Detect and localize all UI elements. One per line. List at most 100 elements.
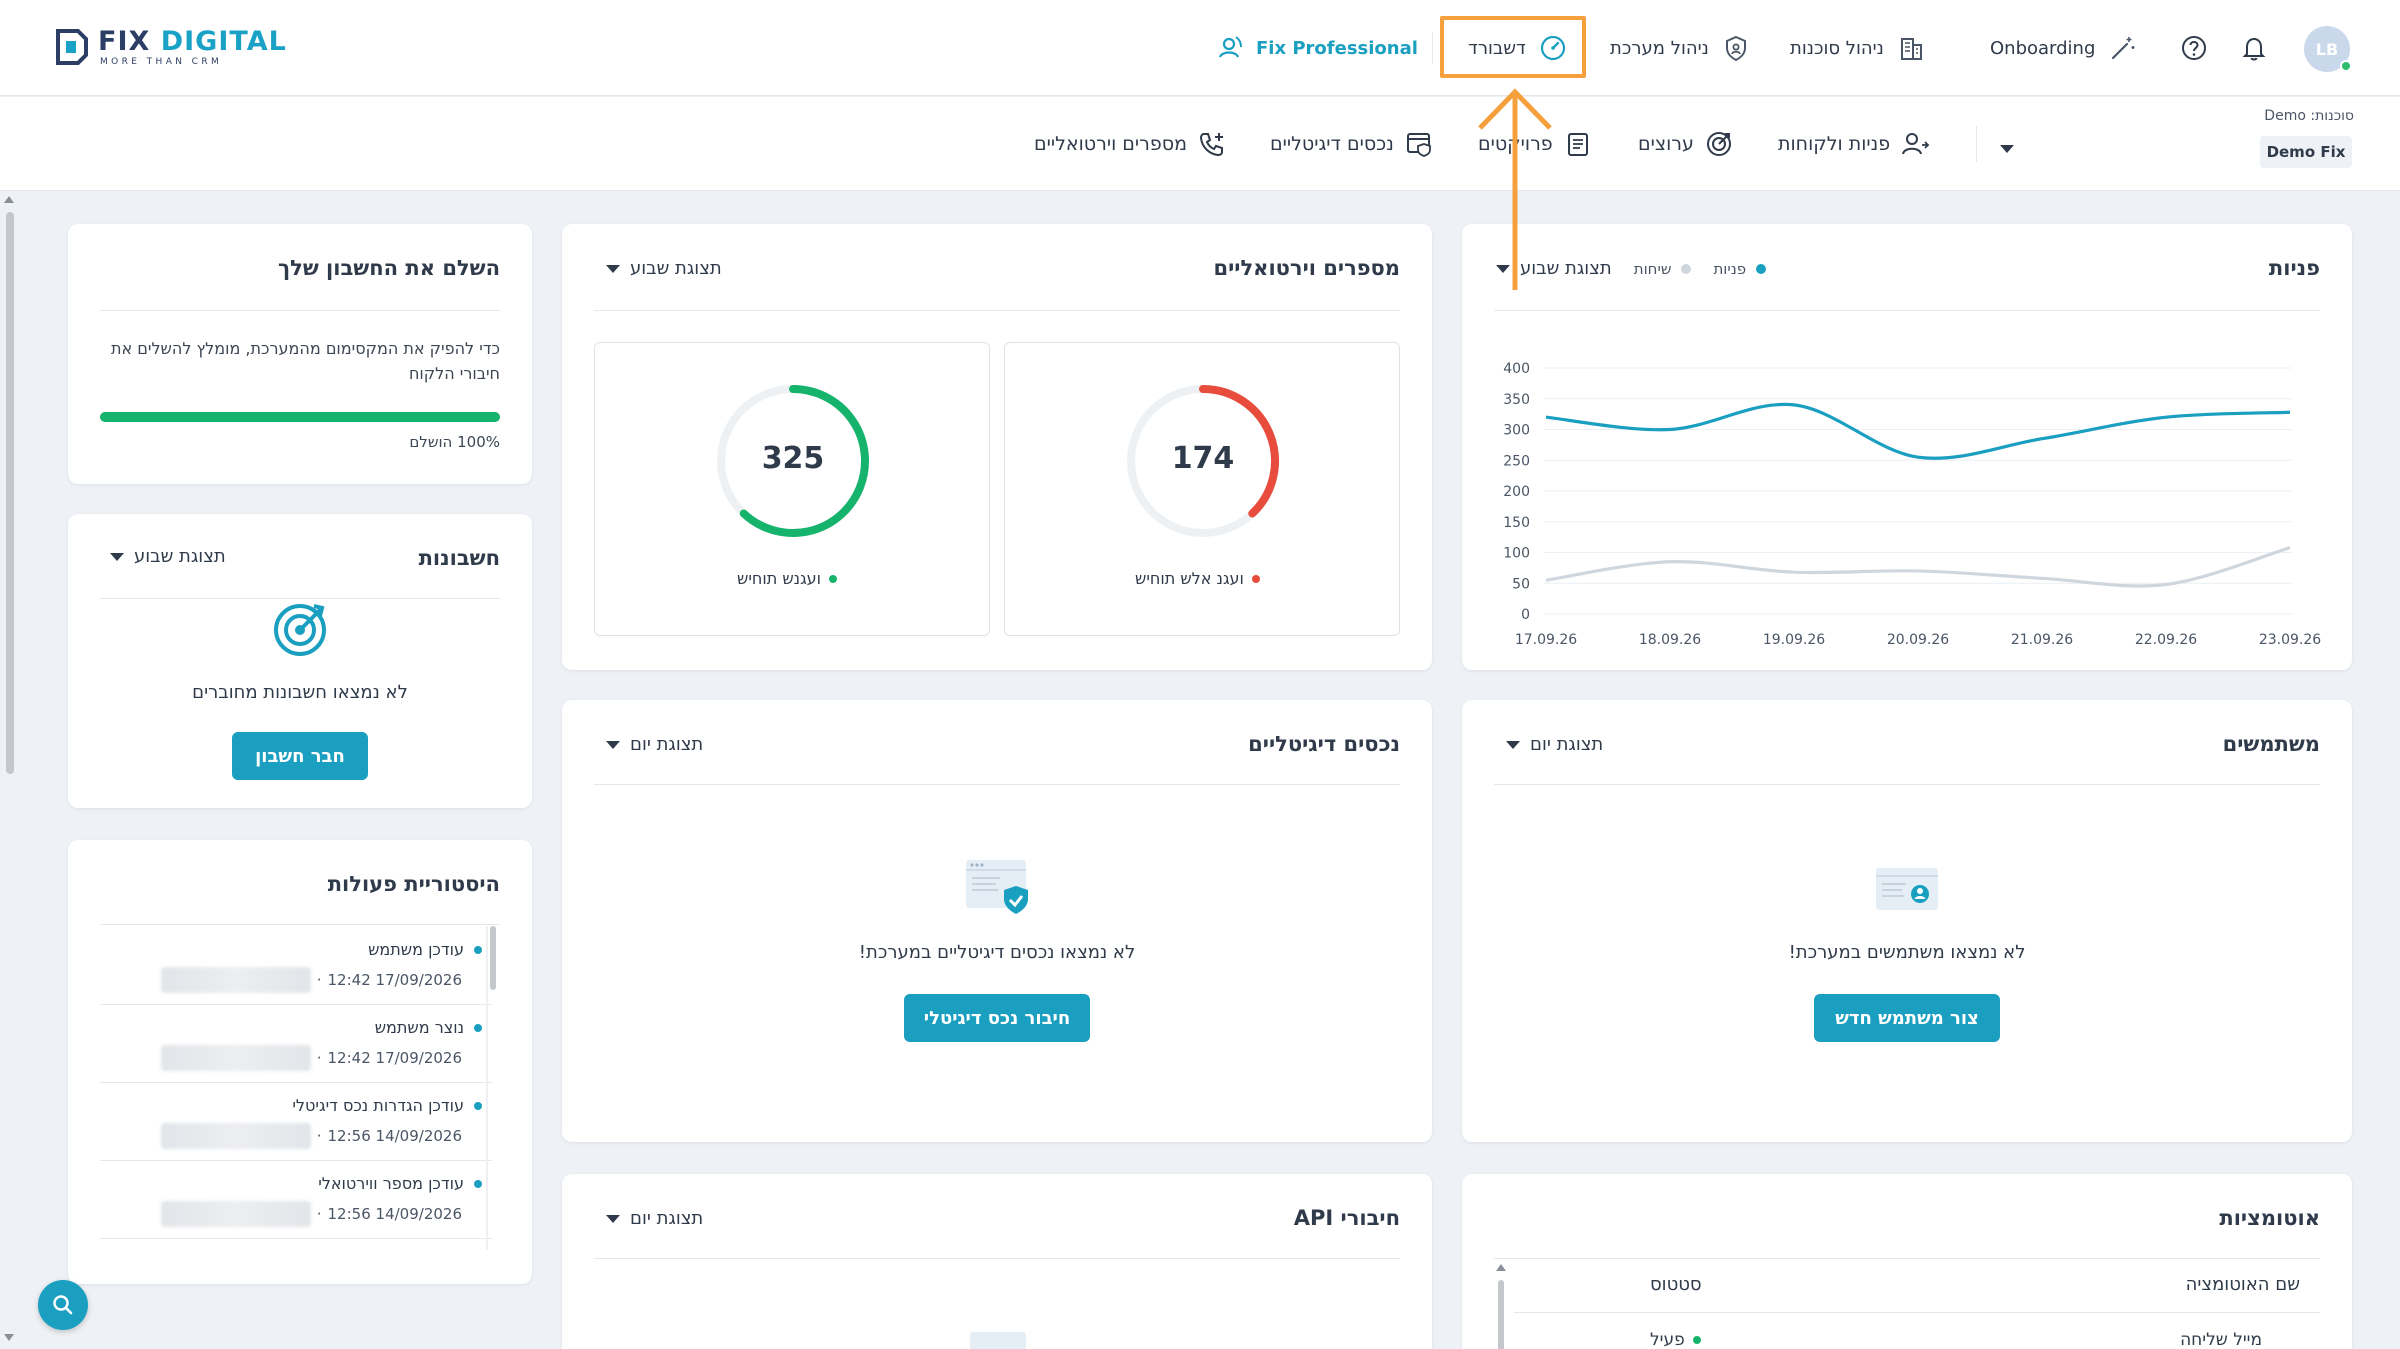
subnav-channels[interactable]: ערוצים [1638, 126, 1734, 162]
api-connections-title: חיבורי API [1293, 1206, 1400, 1230]
answered-calls-ring [717, 385, 869, 537]
history-item-user-redacted [160, 1201, 311, 1227]
history-item-user-redacted [160, 1045, 311, 1071]
answered-calls-label: ועגנש תוחיש [737, 569, 822, 588]
digital-assets-empty-text: לא נמצאו נכסים דיגיטליים במערכת! [858, 942, 1136, 963]
complete-account-card: השלם את החשבון שלך כדי להפיק את המקסימום… [68, 224, 532, 484]
api-connections-card: חיבורי API תצוגת יום [562, 1174, 1432, 1349]
automations-divider [1494, 1258, 2320, 1259]
accounts-title: חשבונות [418, 546, 500, 570]
subnav-digital-assets[interactable]: נכסים דיגיטליים [1270, 126, 1434, 162]
user-card-icon [1876, 868, 1938, 910]
inquiries-title: פניות [2268, 256, 2320, 280]
chevron-down-icon [606, 1214, 620, 1223]
browser-shield-icon [1406, 133, 1431, 157]
inquiries-view-label: תצוגת שבוע [1520, 258, 1612, 279]
subnav-virtual-numbers[interactable]: מספרים וירטואליים [1034, 126, 1227, 162]
subnav-inquiries-customers[interactable]: פניות ולקוחות [1778, 126, 1930, 162]
history-row-divider [100, 1160, 492, 1161]
legend-calls-label: שיחות [1633, 259, 1672, 278]
digital-assets-view-select[interactable]: תצוגת יום [606, 734, 703, 755]
secondary-nav [0, 97, 2400, 191]
answered-calls-value: 325 [761, 441, 825, 476]
chart-y-tick-label: 50 [1512, 576, 1530, 592]
online-status-dot [2340, 60, 2352, 72]
bell-icon [2242, 37, 2266, 61]
virtual-numbers-divider [594, 310, 1400, 311]
scrollbar-thumb[interactable] [6, 212, 14, 774]
virtual-numbers-view-select[interactable]: תצוגת שבוע [606, 258, 722, 279]
legend-calls-dot [1681, 263, 1692, 274]
help-button[interactable] [2176, 30, 2212, 66]
legend-inquiries-label: פניות [1713, 259, 1747, 278]
history-scrollbar-thumb[interactable] [490, 926, 496, 990]
subnav-item-label: פרויקטים [1478, 133, 1553, 155]
ring-progress-arc [1199, 385, 1279, 518]
notifications-button[interactable] [2236, 30, 2272, 66]
nav-onboarding[interactable]: Onboarding [1990, 28, 2137, 68]
nav-dashboard[interactable]: דשבורד [1468, 28, 1568, 68]
agency-label: סוכנות: Demo [2264, 108, 2354, 124]
complete-account-text: כדי להפיק את המקסימום מהמערכת, מומלץ להש… [110, 339, 500, 383]
api-empty-icon [970, 1332, 1026, 1349]
users-card: משתמשים תצוגת יום לא נמצאו משתמשים במערכ… [1462, 700, 2352, 1142]
history-row-divider [100, 1082, 492, 1083]
scroll-down-arrow[interactable] [4, 1334, 14, 1341]
floating-search-button[interactable] [38, 1280, 88, 1330]
nav-agency-management[interactable]: ניהול סוכנות [1790, 28, 1926, 68]
unanswered-calls-value: 174 [1171, 441, 1235, 476]
fix-professional-label: Fix Professional [1256, 37, 1418, 59]
magic-wand-icon [2112, 37, 2135, 60]
chart-x-tick-label: 23.09.26 [2259, 632, 2321, 648]
chart-x-tick-label: 19.09.26 [1763, 632, 1825, 648]
history-item-date: 17/09/2026 12:42 [327, 1049, 462, 1067]
nav-system-management-label: ניהול מערכת [1610, 37, 1709, 59]
history-item-date: 14/09/2026 12:56 [327, 1127, 462, 1145]
active-status-dot [1692, 1336, 1701, 1344]
inquiries-legend: פניות שיחות תצוגת שבוע [1496, 258, 1767, 279]
accounts-view-label: תצוגת שבוע [134, 546, 226, 567]
accounts-view-select[interactable]: תצוגת שבוע [110, 546, 226, 567]
users-divider [1494, 784, 2320, 785]
automations-title: אוטומציות [2219, 1206, 2320, 1230]
brand-name-part1: FIX [98, 25, 151, 57]
inquiries-view-select[interactable]: תצוגת שבוע [1496, 258, 1612, 279]
chevron-down-icon [606, 264, 620, 273]
api-view-label: תצוגת יום [630, 1208, 704, 1229]
history-row-divider [100, 1004, 492, 1005]
automations-scroll-up-arrow[interactable] [1496, 1264, 1506, 1271]
header-divider [1432, 32, 1433, 64]
unanswered-status-dot [1251, 574, 1260, 583]
subnav-divider [1976, 126, 1977, 162]
create-user-button[interactable]: צור משתמש חדש [1814, 994, 2000, 1042]
legend-inquiries-dot [1756, 263, 1767, 274]
accounts-divider [100, 598, 500, 599]
brand-logo[interactable]: FIX DIGITAL MORE THAN CRM [54, 24, 287, 70]
history-scrollbar[interactable] [486, 926, 488, 1250]
chart-x-tick-label: 21.09.26 [2011, 632, 2073, 648]
scroll-up-arrow[interactable] [4, 196, 14, 203]
answered-calls-box: 325 ועגנש תוחיש [594, 342, 990, 636]
chart-x-tick-label: 18.09.26 [1639, 632, 1701, 648]
chart-y-tick-label: 150 [1503, 515, 1530, 531]
history-item-user-redacted [160, 1123, 311, 1149]
users-view-label: תצוגת יום [1530, 734, 1604, 755]
connect-digital-asset-button[interactable]: חיבור נכס דיגיטלי [904, 994, 1090, 1042]
users-view-select[interactable]: תצוגת יום [1506, 734, 1603, 755]
api-view-select[interactable]: תצוגת יום [606, 1208, 703, 1229]
automations-scrollbar-thumb[interactable] [1498, 1280, 1504, 1349]
subnav-dropdown-caret[interactable] [2000, 145, 2014, 153]
connect-account-button[interactable]: חבר חשבון [232, 732, 368, 780]
fix-professional-link[interactable]: Fix Professional [1214, 28, 1418, 68]
subnav-projects[interactable]: פרויקטים [1478, 126, 1593, 162]
history-bullet [474, 1023, 482, 1032]
shield-icon [1725, 35, 1746, 62]
automation-row-name[interactable]: מייל שליחה [2180, 1330, 2262, 1349]
nav-system-management[interactable]: ניהול מערכת [1610, 28, 1751, 68]
virtual-numbers-view-label: תצוגת שבוע [630, 258, 722, 279]
agency-selector[interactable]: Demo Fix [2260, 136, 2352, 168]
digital-assets-view-label: תצוגת יום [630, 734, 704, 755]
chart-y-tick-label: 100 [1503, 546, 1530, 562]
chevron-down-icon [1506, 740, 1520, 749]
history-row-divider [100, 1238, 492, 1239]
